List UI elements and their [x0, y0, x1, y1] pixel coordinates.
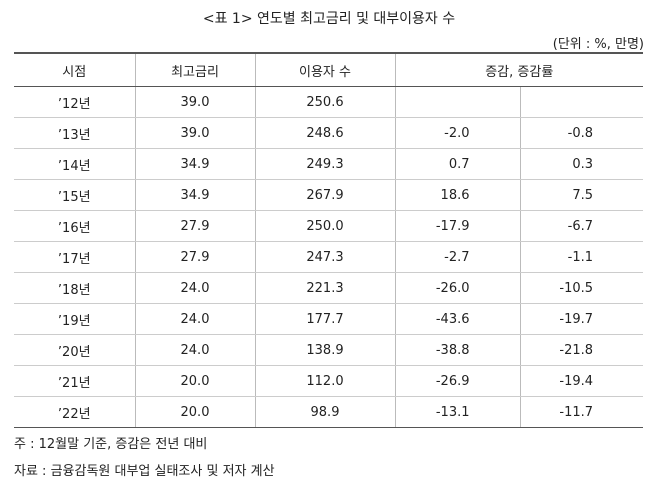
table-row: ’16년 27.9 250.0 -17.9 -6.7 [14, 210, 644, 242]
table-cell: ’22년 [14, 396, 135, 428]
table-cell: ’20년 [14, 334, 135, 366]
table-row: ’15년 34.9 267.9 18.6 7.5 [14, 179, 644, 211]
table-cell: -0.8 [519, 117, 644, 149]
table-cell: 249.3 [254, 148, 395, 180]
table-row: ’14년 34.9 249.3 0.7 0.3 [14, 148, 644, 180]
table-row: ’18년 24.0 221.3 -26.0 -10.5 [14, 272, 644, 304]
table-cell: -38.8 [394, 334, 520, 366]
table-cell: 24.0 [134, 303, 255, 335]
table-cell: 221.3 [254, 272, 395, 304]
table-cell: 7.5 [519, 179, 644, 211]
table-row: ’12년 39.0 250.6 [14, 86, 644, 118]
table-cell: -2.7 [394, 241, 520, 273]
note: 주 : 12월말 기준, 증감은 전년 대비 [14, 437, 208, 452]
table-row: ’13년 39.0 248.6 -2.0 -0.8 [14, 117, 644, 149]
table-cell: -26.0 [394, 272, 520, 304]
table-cell: 27.9 [134, 210, 255, 242]
table-cell: -19.4 [519, 365, 644, 397]
table-cell: ’17년 [14, 241, 135, 273]
table-cell: 27.9 [134, 241, 255, 273]
table-cell: 267.9 [254, 179, 395, 211]
table-cell: 24.0 [134, 272, 255, 304]
table-cell: 20.0 [134, 365, 255, 397]
header-cell: 최고금리 [134, 52, 255, 87]
table-cell: 247.3 [254, 241, 395, 273]
table-cell: -2.0 [394, 117, 520, 149]
table-title: <표 1> 연도별 최고금리 및 대부이용자 수 [202, 11, 456, 27]
table-cell: 250.6 [254, 86, 395, 118]
table-cell: ’14년 [14, 148, 135, 180]
table-row: ’17년 27.9 247.3 -2.7 -1.1 [14, 241, 644, 273]
table-cell: -6.7 [519, 210, 644, 242]
table-cell: ’19년 [14, 303, 135, 335]
table-cell: ’13년 [14, 117, 135, 149]
header-cell: 이용자 수 [254, 52, 395, 87]
source-note: 자료 : 금융감독원 대부업 실태조사 및 저자 계산 [14, 464, 275, 479]
table-cell: ’15년 [14, 179, 135, 211]
header-cell: 증감, 증감률 [394, 52, 644, 87]
table-cell: 39.0 [134, 86, 255, 118]
table-cell: 250.0 [254, 210, 395, 242]
table-cell: -43.6 [394, 303, 520, 335]
table-cell: ’21년 [14, 365, 135, 397]
table-cell: -11.7 [519, 396, 644, 428]
table-cell: 20.0 [134, 396, 255, 428]
unit-label: (단위 : %, 만명) [552, 37, 644, 52]
table-row: ’22년 20.0 98.9 -13.1 -11.7 [14, 396, 644, 428]
table-cell: 34.9 [134, 148, 255, 180]
table-cell: 39.0 [134, 117, 255, 149]
table-cell: 98.9 [254, 396, 395, 428]
table-cell: -21.8 [519, 334, 644, 366]
table-cell: -26.9 [394, 365, 520, 397]
table-cell: -10.5 [519, 272, 644, 304]
table-cell: 248.6 [254, 117, 395, 149]
table-cell: ’12년 [14, 86, 135, 118]
table-row: ’19년 24.0 177.7 -43.6 -19.7 [14, 303, 644, 335]
header-row: 시점 최고금리 이용자 수 증감, 증감률 [14, 52, 644, 87]
table-cell: -13.1 [394, 396, 520, 428]
table-cell: 34.9 [134, 179, 255, 211]
table-cell [394, 86, 520, 118]
table-cell: 24.0 [134, 334, 255, 366]
table-cell: ’18년 [14, 272, 135, 304]
table-cell: -1.1 [519, 241, 644, 273]
table-cell: -19.7 [519, 303, 644, 335]
table-cell: ’16년 [14, 210, 135, 242]
table-row: ’21년 20.0 112.0 -26.9 -19.4 [14, 365, 644, 397]
table-cell [519, 86, 644, 118]
table-cell: 0.3 [519, 148, 644, 180]
table-cell: -17.9 [394, 210, 520, 242]
table-cell: 138.9 [254, 334, 395, 366]
table-cell: 0.7 [394, 148, 520, 180]
table-row: ’20년 24.0 138.9 -38.8 -21.8 [14, 334, 644, 366]
data-table: 시점 최고금리 이용자 수 증감, 증감률 ’12년 39.0 250.6’13년 3… [14, 52, 644, 428]
table-cell: 112.0 [254, 365, 395, 397]
header-cell: 시점 [14, 52, 135, 87]
table-cell: 18.6 [394, 179, 520, 211]
table-cell: 177.7 [254, 303, 395, 335]
